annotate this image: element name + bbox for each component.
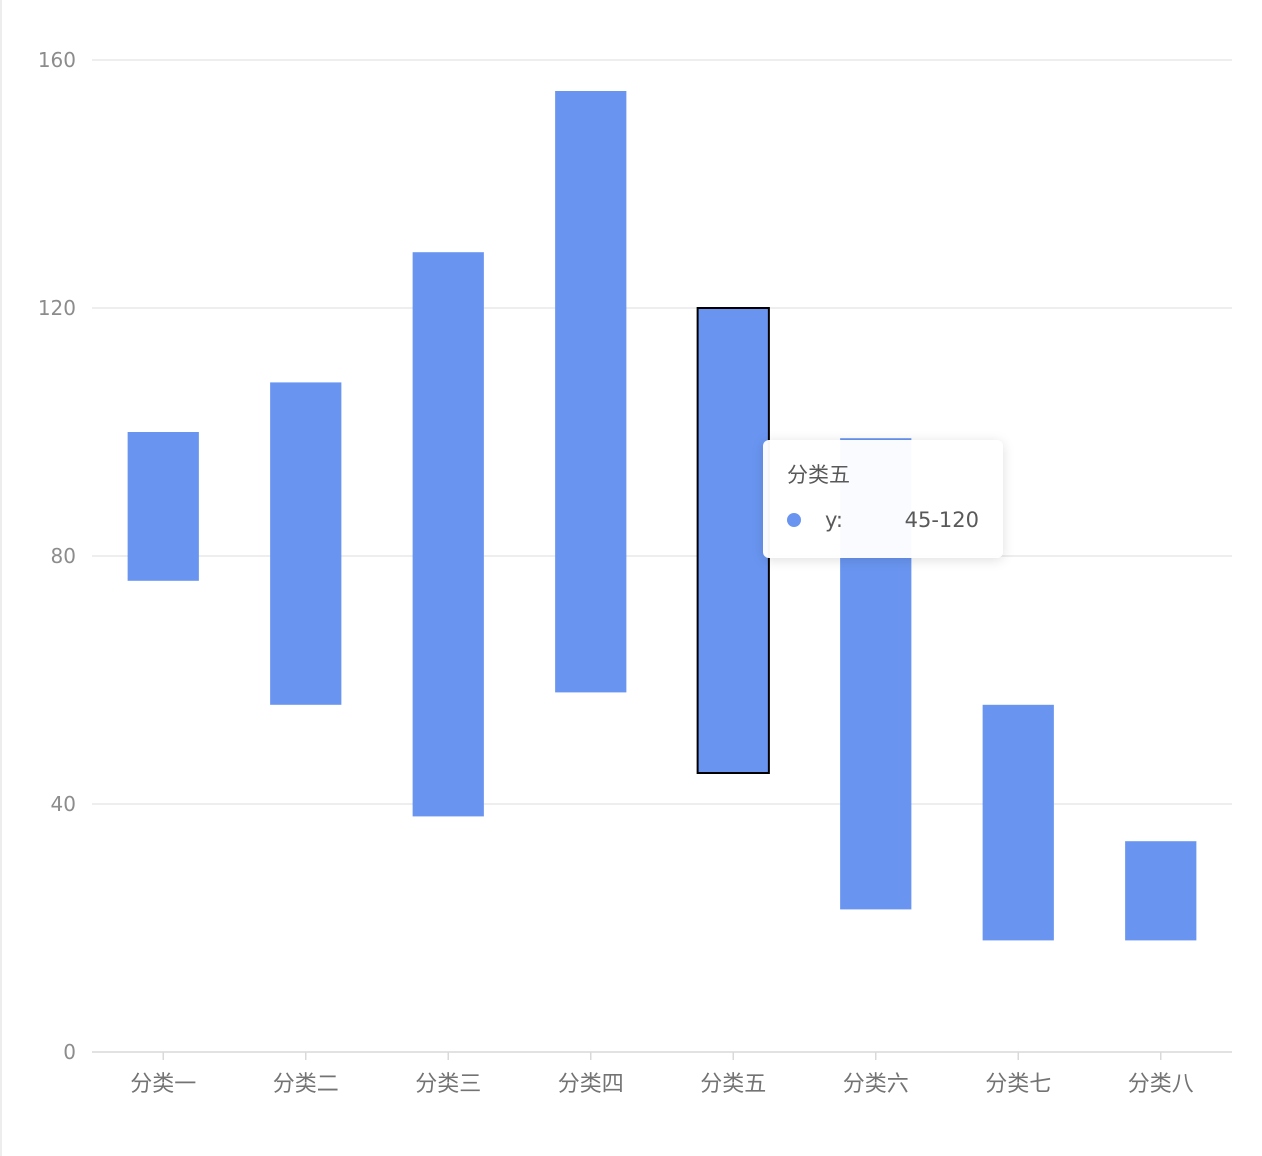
bar-7[interactable]	[982, 704, 1054, 941]
bar-5[interactable]	[696, 307, 770, 774]
y-tick-label: 0	[63, 1040, 76, 1064]
x-tick-label: 分类二	[273, 1072, 339, 1097]
x-tick-label: 分类三	[415, 1072, 481, 1097]
bar-8[interactable]	[1125, 841, 1197, 941]
y-tick-label: 80	[51, 544, 76, 568]
tooltip-row: y: 45-120	[787, 508, 979, 532]
bar-1[interactable]	[127, 432, 199, 581]
x-tick-label: 分类四	[558, 1072, 624, 1097]
y-tick-label: 160	[38, 48, 76, 72]
x-tick-label: 分类一	[130, 1072, 196, 1097]
tooltip-series-marker-icon	[787, 513, 801, 527]
bar-4[interactable]	[555, 91, 627, 693]
x-tick-label: 分类五	[700, 1072, 766, 1097]
gridlines	[92, 59, 1232, 805]
y-tick-label: 40	[51, 792, 76, 816]
x-tick-label: 分类六	[843, 1072, 909, 1097]
tooltip-value: 45-120	[904, 508, 979, 532]
tooltip: 分类五 y: 45-120	[763, 440, 1003, 558]
y-tick-label: 120	[38, 296, 76, 320]
tooltip-series-name: y:	[825, 508, 843, 532]
bar-3[interactable]	[412, 252, 484, 817]
bars	[127, 91, 1197, 941]
tooltip-title: 分类五	[787, 463, 850, 487]
y-axis-ticks: 0 40 80 120 160	[38, 48, 76, 1064]
x-tick-label: 分类八	[1128, 1072, 1194, 1097]
bar-2[interactable]	[270, 382, 342, 705]
x-tick-label: 分类七	[985, 1072, 1051, 1097]
x-axis: 分类一 分类二 分类三 分类四 分类五 分类六 分类七 分类八	[92, 1051, 1232, 1097]
